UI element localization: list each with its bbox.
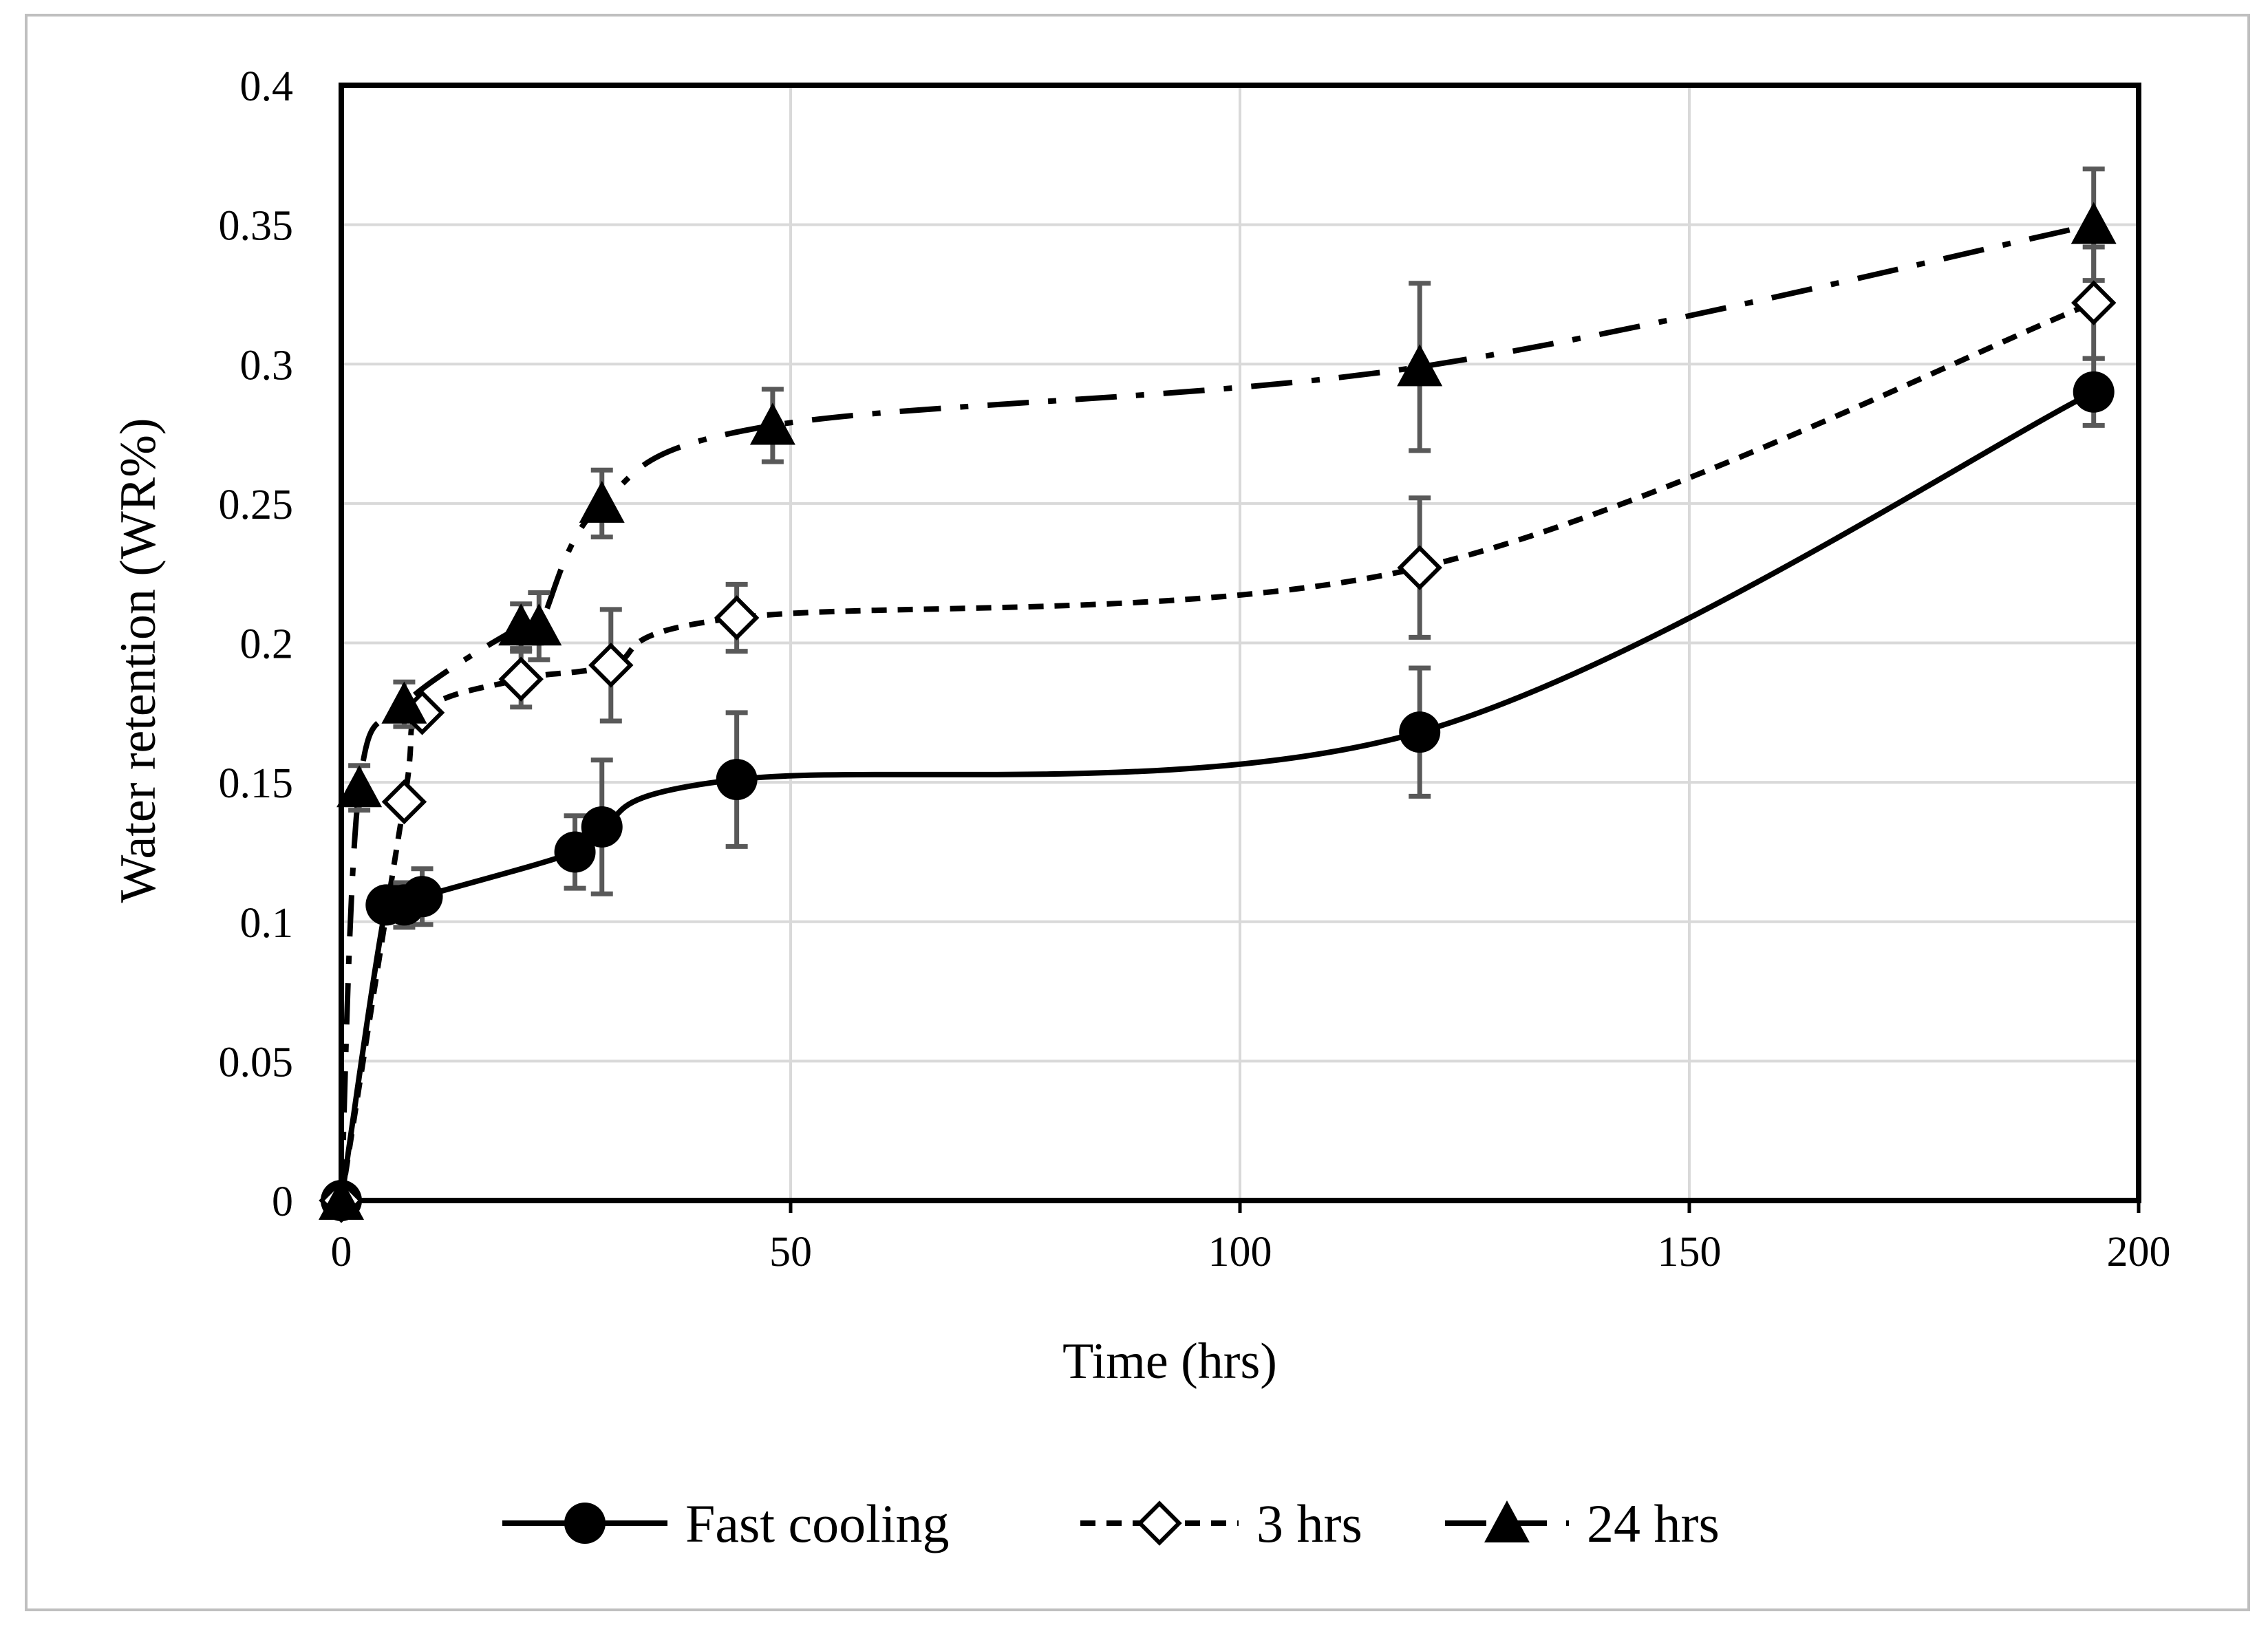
x-tick-label: 200 xyxy=(2107,1229,2171,1276)
x-tick-label: 50 xyxy=(769,1229,812,1276)
x-axis-title: Time (hrs) xyxy=(1062,1333,1277,1390)
data-point xyxy=(2073,371,2115,413)
data-point xyxy=(1397,344,1443,387)
y-tick-label: 0.25 xyxy=(219,482,294,528)
data-point xyxy=(554,831,596,873)
data-point xyxy=(714,595,760,641)
legend-label-1: 3 hrs xyxy=(1256,1494,1362,1553)
data-point xyxy=(319,1178,364,1220)
data-point xyxy=(381,779,427,825)
data-point xyxy=(581,806,623,848)
data-point xyxy=(498,656,544,702)
data-point xyxy=(716,759,758,801)
y-tick-label: 0.15 xyxy=(219,760,294,807)
data-point xyxy=(2071,202,2117,244)
y-axis-title: Water retention (WR%) xyxy=(110,418,167,903)
y-tick-label: 0 xyxy=(272,1178,293,1225)
x-tick-label: 0 xyxy=(331,1229,352,1276)
y-tick-label: 0.3 xyxy=(240,342,294,389)
legend: Fast cooling 3 hrs 24 hrs xyxy=(502,1494,1720,1553)
data-point xyxy=(401,876,443,918)
data-point xyxy=(579,480,625,523)
legend-marker-2 xyxy=(1484,1500,1530,1543)
data-point xyxy=(1397,545,1442,590)
legend-marker-0 xyxy=(564,1503,606,1544)
x-tick-label: 100 xyxy=(1208,1229,1272,1276)
y-tick-label: 0.4 xyxy=(240,63,294,110)
y-tick-label: 0.1 xyxy=(240,900,294,947)
x-tick-labels: 0 50 100 150 200 xyxy=(331,1229,2171,1276)
legend-label-2: 24 hrs xyxy=(1587,1494,1720,1553)
series-markers xyxy=(319,202,2117,1223)
data-point xyxy=(1399,711,1441,753)
data-point xyxy=(749,402,795,445)
legend-label-0: Fast cooling xyxy=(685,1494,950,1553)
data-point xyxy=(2071,280,2117,325)
data-point xyxy=(516,603,562,646)
y-tick-labels: 0 0.05 0.1 0.15 0.2 0.25 0.3 0.35 0.4 xyxy=(219,63,294,1225)
axes xyxy=(339,83,2141,1213)
data-point xyxy=(336,765,383,808)
x-tick-label: 150 xyxy=(1658,1229,1722,1276)
data-point xyxy=(381,681,427,724)
gridlines xyxy=(341,84,2140,1201)
y-tick-label: 0.2 xyxy=(240,621,294,668)
data-point xyxy=(588,643,634,688)
y-tick-label: 0.05 xyxy=(219,1039,294,1086)
y-tick-label: 0.35 xyxy=(219,203,294,250)
legend-marker-1 xyxy=(1137,1500,1182,1546)
